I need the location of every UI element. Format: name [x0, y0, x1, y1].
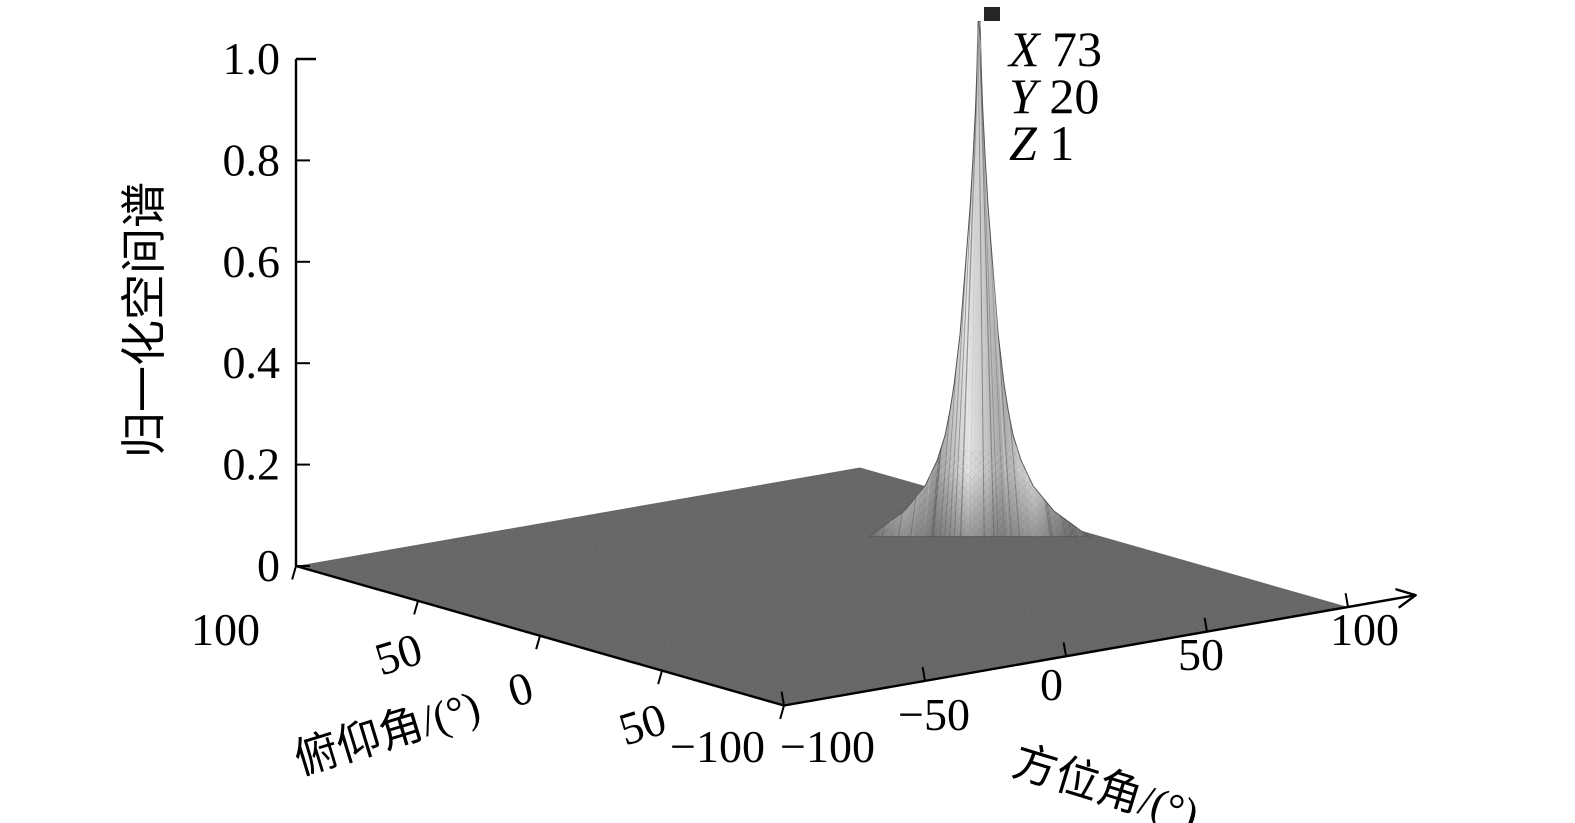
svg-text:0.4: 0.4: [223, 337, 281, 388]
svg-text:0.8: 0.8: [223, 134, 281, 185]
svg-text:Z 1: Z 1: [1009, 115, 1074, 171]
svg-text:归一化空间谱: 归一化空间谱: [119, 182, 170, 458]
svg-text:−50: −50: [898, 689, 970, 740]
svg-text:0.2: 0.2: [223, 439, 281, 490]
svg-text:50: 50: [1178, 629, 1224, 680]
svg-text:−100: −100: [670, 721, 765, 772]
svg-text:0.6: 0.6: [223, 236, 281, 287]
svg-text:0: 0: [257, 540, 280, 591]
svg-text:0: 0: [1040, 659, 1063, 710]
svg-text:1.0: 1.0: [223, 33, 281, 84]
svg-text:100: 100: [1330, 604, 1399, 655]
svg-text:−100: −100: [780, 721, 875, 772]
svg-text:100: 100: [191, 604, 260, 655]
